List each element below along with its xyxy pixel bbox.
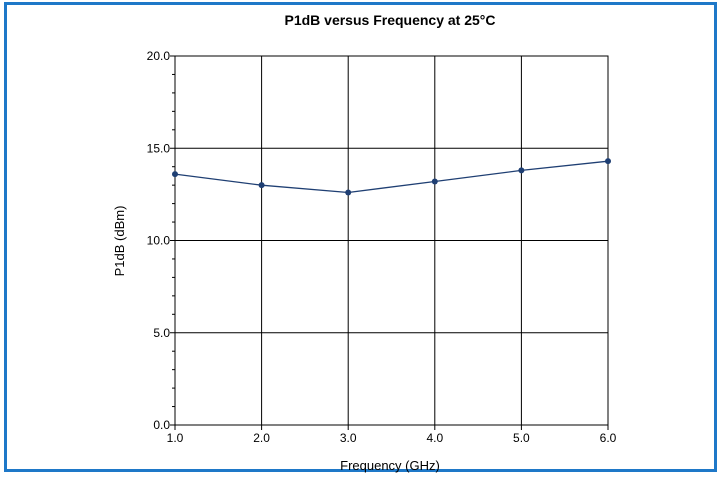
data-point — [605, 158, 611, 165]
plot-area: 1.0 2.0 3.0 4.0 5.0 6.0 0.0 5.0 10.0 15.0 20.0 — [147, 49, 617, 445]
chart-title: P1dB versus Frequency at 25°C — [284, 12, 495, 28]
series-line — [174, 160, 609, 194]
y-tick-label: 5.0 — [153, 326, 170, 340]
x-tick-label: 5.0 — [513, 431, 530, 445]
data-point — [258, 182, 265, 189]
x-tick-label: 2.0 — [253, 431, 270, 445]
y-axis-label: P1dB (dBm) — [112, 206, 127, 277]
x-tick-label: 4.0 — [426, 431, 443, 445]
x-axis-label: Frequency (GHz) — [340, 458, 440, 473]
y-tick-label: 10.0 — [147, 234, 171, 248]
x-tick-label: 1.0 — [167, 431, 184, 445]
x-tick-label: 3.0 — [340, 431, 357, 445]
data-point — [431, 178, 438, 185]
x-tick-label: 6.0 — [600, 431, 617, 445]
data-point — [518, 167, 525, 174]
data-point — [345, 189, 352, 196]
y-tick-label: 15.0 — [147, 141, 171, 155]
y-tick-label: 20.0 — [147, 49, 171, 63]
y-tick-label: 0.0 — [153, 418, 170, 432]
data-point — [172, 171, 178, 178]
